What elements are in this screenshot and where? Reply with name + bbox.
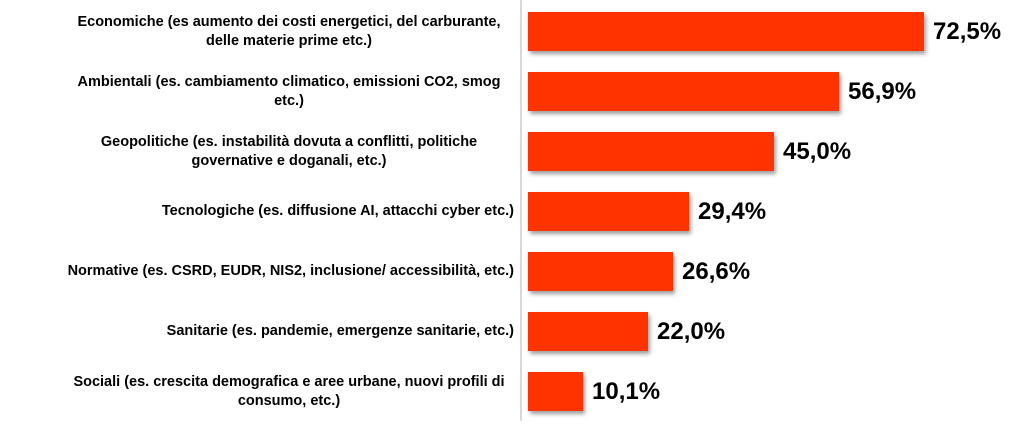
chart-row: Normative (es. CSRD, EUDR, NIS2, inclusi… — [0, 242, 1024, 302]
category-label-cell: Tecnologiche (es. diffusione AI, attacch… — [0, 202, 520, 221]
category-label: Sanitarie (es. pandemie, emergenze sanit… — [166, 323, 514, 339]
category-label: Tecnologiche (es. diffusione AI, attacch… — [161, 203, 514, 219]
value-label: 29,4% — [698, 197, 767, 225]
chart-row: Ambientali (es. cambiamento climatico, e… — [0, 62, 1024, 122]
category-label: Geopolitiche (es. instabilità dovuta a c… — [100, 133, 478, 169]
bar — [528, 192, 689, 231]
category-label: Ambientali (es. cambiamento climatico, e… — [77, 73, 501, 109]
category-label-cell: Geopolitiche (es. instabilità dovuta a c… — [0, 133, 520, 171]
value-label: 45,0% — [783, 137, 852, 165]
chart-row: Sanitarie (es. pandemie, emergenze sanit… — [0, 302, 1024, 362]
category-label: Economiche (es aumento dei costi energet… — [77, 13, 501, 49]
chart-row: Sociali (es. crescita demografica e aree… — [0, 362, 1024, 422]
value-label: 22,0% — [657, 317, 726, 345]
value-label: 56,9% — [848, 77, 917, 105]
category-label-cell: Sociali (es. crescita demografica e aree… — [0, 373, 520, 411]
bar — [528, 12, 924, 51]
category-label: Normative (es. CSRD, EUDR, NIS2, inclusi… — [67, 263, 514, 279]
category-label-cell: Normative (es. CSRD, EUDR, NIS2, inclusi… — [0, 262, 520, 281]
category-label-cell: Economiche (es aumento dei costi energet… — [0, 13, 520, 51]
value-label: 26,6% — [682, 257, 751, 285]
bar — [528, 372, 583, 411]
category-label-cell: Sanitarie (es. pandemie, emergenze sanit… — [0, 322, 520, 341]
category-label: Sociali (es. crescita demografica e aree… — [73, 373, 505, 409]
value-label: 72,5% — [933, 17, 1002, 45]
bar — [528, 312, 648, 351]
chart-row: Economiche (es aumento dei costi energet… — [0, 2, 1024, 62]
bar — [528, 72, 839, 111]
chart-row: Geopolitiche (es. instabilità dovuta a c… — [0, 122, 1024, 182]
value-label: 10,1% — [592, 377, 661, 405]
category-label-cell: Ambientali (es. cambiamento climatico, e… — [0, 73, 520, 111]
bar — [528, 252, 673, 291]
bar — [528, 132, 774, 171]
category-axis-line — [520, 0, 522, 421]
chart-row: Tecnologiche (es. diffusione AI, attacch… — [0, 182, 1024, 242]
